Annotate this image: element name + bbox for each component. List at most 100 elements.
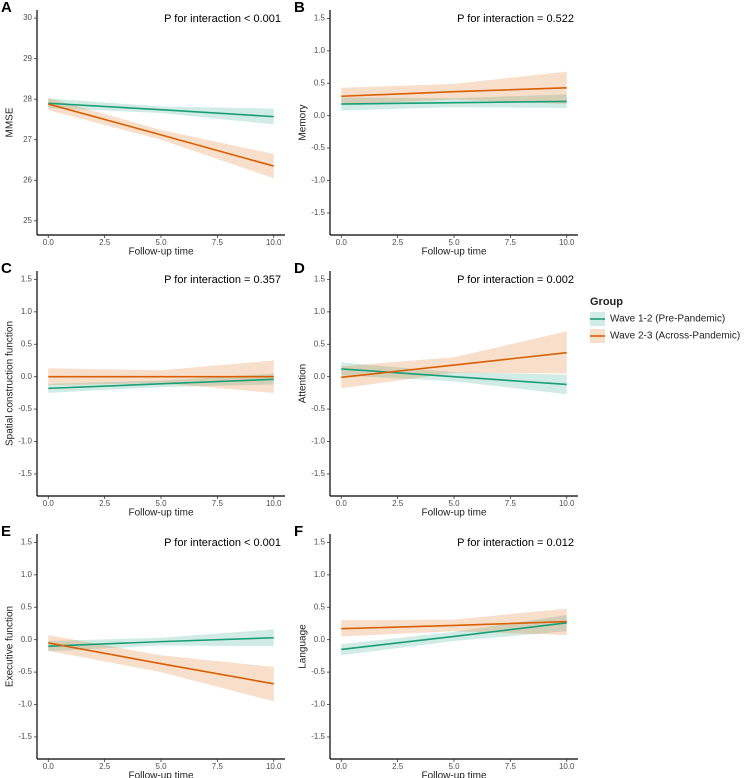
y-tick-label: -1.5 bbox=[311, 208, 325, 217]
x-tick-label: 10.0 bbox=[559, 499, 575, 508]
x-tick-label: 2.5 bbox=[99, 238, 111, 247]
x-tick-label: 5.0 bbox=[155, 762, 167, 771]
y-axis-title: MMSE bbox=[5, 107, 16, 137]
y-tick-label: -1.0 bbox=[18, 437, 32, 446]
y-tick-label: 26 bbox=[23, 175, 32, 184]
y-tick-label: 1.0 bbox=[21, 307, 33, 316]
annotation: P for interaction = 0.522 bbox=[457, 13, 574, 25]
x-tick-label: 0.0 bbox=[43, 762, 55, 771]
series-line bbox=[48, 103, 274, 167]
x-tick-label: 10.0 bbox=[266, 499, 282, 508]
x-tick-label: 2.5 bbox=[99, 762, 111, 771]
series-line bbox=[48, 102, 274, 118]
y-tick-label: 0.0 bbox=[21, 372, 33, 381]
x-tick-label: 0.0 bbox=[43, 238, 55, 247]
x-tick-label: 10.0 bbox=[559, 762, 575, 771]
confidence-band bbox=[48, 97, 274, 179]
y-tick-label: -1.5 bbox=[311, 732, 325, 741]
confidence-band bbox=[48, 629, 274, 652]
y-tick-label: 0.0 bbox=[314, 111, 326, 120]
y-tick-label: 1.0 bbox=[314, 46, 326, 55]
y-tick-label: -0.5 bbox=[18, 404, 32, 413]
annotation: P for interaction < 0.001 bbox=[164, 537, 281, 549]
y-axis-title: Executive function bbox=[5, 606, 16, 687]
y-axis-title: Spatial construction function bbox=[5, 321, 16, 446]
annotation: P for interaction = 0.002 bbox=[457, 274, 574, 286]
legend-title: Group bbox=[590, 296, 623, 308]
y-tick-label: 0.5 bbox=[314, 339, 326, 348]
y-tick-label: 1.5 bbox=[314, 14, 326, 23]
y-tick-label: -1.0 bbox=[18, 700, 32, 709]
panel-label: A bbox=[1, 0, 12, 16]
confidence-band bbox=[341, 362, 567, 395]
series-line bbox=[341, 368, 567, 386]
x-tick-label: 7.5 bbox=[212, 238, 224, 247]
y-tick-label: -0.5 bbox=[311, 143, 325, 152]
series-line bbox=[341, 351, 567, 379]
confidence-band bbox=[48, 98, 274, 125]
y-tick-label: 1.5 bbox=[314, 275, 326, 284]
y-axis-title: Attention bbox=[298, 364, 309, 403]
y-tick-label: 0.5 bbox=[314, 602, 326, 611]
series-line bbox=[48, 378, 274, 390]
y-tick-label: 1.5 bbox=[21, 538, 33, 547]
series-line bbox=[341, 620, 567, 630]
y-tick-label: -1.5 bbox=[18, 732, 32, 741]
y-tick-label: -0.5 bbox=[311, 404, 325, 413]
y-axis-title: Memory bbox=[298, 104, 309, 140]
y-tick-label: -1.0 bbox=[311, 437, 325, 446]
x-axis-title: Follow-up time bbox=[128, 771, 193, 778]
confidence-band bbox=[341, 615, 567, 656]
panel-label: C bbox=[1, 260, 12, 277]
y-tick-label: 1.0 bbox=[314, 307, 326, 316]
x-tick-label: 2.5 bbox=[392, 499, 404, 508]
y-axis-title: Language bbox=[298, 624, 309, 669]
y-tick-label: 25 bbox=[23, 216, 32, 225]
x-tick-label: 10.0 bbox=[559, 238, 575, 247]
y-tick-label: 1.5 bbox=[314, 538, 326, 547]
panel-label: B bbox=[294, 0, 305, 16]
legend-label: Wave 1-2 (Pre-Pandemic) bbox=[610, 314, 725, 325]
x-tick-label: 10.0 bbox=[266, 762, 282, 771]
x-tick-label: 2.5 bbox=[392, 762, 404, 771]
y-tick-label: -1.0 bbox=[311, 700, 325, 709]
legend-label: Wave 2-3 (Across-Pandemic) bbox=[610, 331, 740, 342]
panel-label: D bbox=[294, 260, 305, 277]
x-axis-title: Follow-up time bbox=[421, 247, 486, 258]
y-tick-label: -1.0 bbox=[311, 176, 325, 185]
x-tick-label: 7.5 bbox=[212, 762, 224, 771]
x-tick-label: 7.5 bbox=[505, 762, 517, 771]
y-tick-label: -1.5 bbox=[18, 469, 32, 478]
y-tick-label: -0.5 bbox=[311, 667, 325, 676]
x-tick-label: 5.0 bbox=[448, 238, 460, 247]
x-tick-label: 2.5 bbox=[392, 238, 404, 247]
x-tick-label: 7.5 bbox=[212, 499, 224, 508]
series-line bbox=[48, 642, 274, 685]
x-axis-title: Follow-up time bbox=[128, 508, 193, 519]
confidence-band bbox=[341, 71, 567, 105]
y-tick-label: -0.5 bbox=[18, 667, 32, 676]
panel-label: E bbox=[1, 523, 11, 540]
y-tick-label: 0.0 bbox=[314, 635, 326, 644]
y-tick-label: 30 bbox=[23, 13, 32, 22]
y-tick-label: 0.0 bbox=[314, 372, 326, 381]
y-tick-label: 0.5 bbox=[21, 339, 33, 348]
series-line bbox=[341, 87, 567, 98]
y-tick-label: 28 bbox=[23, 94, 32, 103]
annotation: P for interaction < 0.001 bbox=[164, 13, 281, 25]
x-tick-label: 0.0 bbox=[336, 499, 348, 508]
y-tick-label: 1.5 bbox=[21, 275, 33, 284]
y-tick-label: 0.5 bbox=[21, 602, 33, 611]
annotation: P for interaction = 0.012 bbox=[457, 537, 574, 549]
x-tick-label: 10.0 bbox=[266, 238, 282, 247]
x-tick-label: 0.0 bbox=[336, 762, 348, 771]
y-tick-label: 0.0 bbox=[21, 635, 33, 644]
panel-label: F bbox=[294, 523, 303, 540]
x-tick-label: 5.0 bbox=[155, 238, 167, 247]
x-tick-label: 5.0 bbox=[155, 499, 167, 508]
y-tick-label: 29 bbox=[23, 54, 32, 63]
annotation: P for interaction = 0.357 bbox=[164, 274, 281, 286]
x-tick-label: 0.0 bbox=[336, 238, 348, 247]
series-line bbox=[341, 100, 567, 105]
